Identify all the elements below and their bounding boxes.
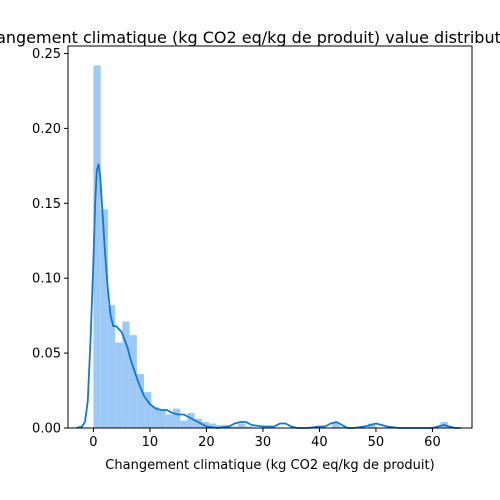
y-tick-label: 0.15: [32, 197, 61, 212]
histogram-bar: [216, 425, 224, 428]
histogram-bar: [172, 408, 181, 428]
histogram-bar: [368, 423, 376, 428]
kde-line: [76, 163, 461, 429]
histogram-bar: [339, 426, 347, 428]
x-tick-label: 20: [198, 435, 215, 450]
histogram-bar: [194, 419, 202, 428]
x-tick-label: 40: [311, 435, 328, 450]
histogram-bar: [144, 392, 152, 428]
histogram-bar: [115, 342, 123, 428]
histogram-bar: [100, 209, 108, 428]
x-tick-label: 10: [142, 435, 159, 450]
histogram-bar: [201, 422, 210, 428]
y-tick-label: 0.25: [32, 47, 61, 62]
histogram-bar: [129, 335, 137, 428]
y-tick-label: 0.00: [32, 422, 61, 437]
histogram-bar: [93, 65, 101, 428]
histogram-bar: [136, 374, 145, 428]
histogram-bar: [180, 420, 188, 428]
histogram-bar: [151, 407, 159, 428]
x-tick-label: 50: [368, 435, 385, 450]
histogram-bar: [122, 321, 130, 428]
y-tick-label: 0.05: [32, 347, 61, 362]
y-tick-label: 0.10: [32, 272, 61, 287]
x-tick-label: 60: [424, 435, 441, 450]
histogram-bar: [230, 426, 239, 428]
histogram-bar: [245, 426, 253, 428]
axes-frame: [67, 45, 473, 429]
x-tick-label: 30: [255, 435, 272, 450]
x-axis-label: Changement climatique (kg CO2 eq/kg de p…: [105, 458, 434, 473]
histogram-bar: [165, 414, 173, 428]
plot-area: 0 10 20 30 40 50 60 0.00 0.05 0.10 0.15 0.20 0.25: [32, 45, 473, 450]
y-tick-label: 0.20: [32, 122, 61, 137]
histogram-bar: [107, 305, 116, 428]
chart-title: Changement climatique (kg CO2 eq/kg de p…: [0, 28, 500, 47]
histogram-bar: [238, 423, 246, 428]
histogram-bar: [158, 410, 166, 428]
histogram-bar: [187, 413, 195, 428]
histogram-bar: [332, 422, 340, 428]
x-tick-label: 0: [89, 435, 97, 450]
histogram-bar: [209, 423, 217, 428]
